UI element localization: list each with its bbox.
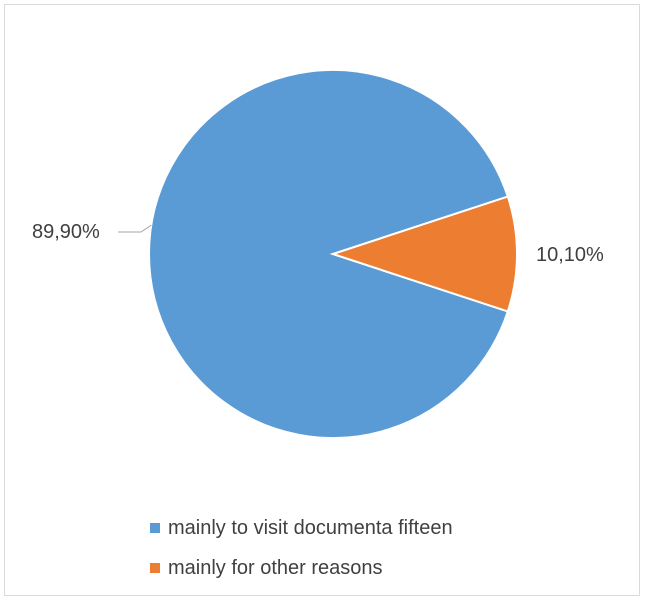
- pie-slice-visit: [148, 69, 510, 439]
- legend-label-other: mainly for other reasons: [168, 556, 383, 579]
- legend-swatch-other: [150, 563, 160, 573]
- legend-swatch-visit: [150, 523, 160, 533]
- legend-item-other: mainly for other reasons: [150, 548, 453, 588]
- pie-slice-other: [329, 195, 518, 313]
- leader-line-visit: [118, 224, 152, 233]
- legend-item-visit: mainly to visit documenta fifteen: [150, 508, 453, 548]
- pie-slices: [148, 69, 518, 439]
- legend-label-visit: mainly to visit documenta fifteen: [168, 516, 453, 539]
- data-labels: 89,90% 10,10%: [32, 221, 604, 266]
- data-label-visit: 89,90%: [32, 221, 100, 243]
- legend: mainly to visit documenta fifteen mainly…: [150, 508, 453, 588]
- data-label-other: 10,10%: [536, 244, 604, 266]
